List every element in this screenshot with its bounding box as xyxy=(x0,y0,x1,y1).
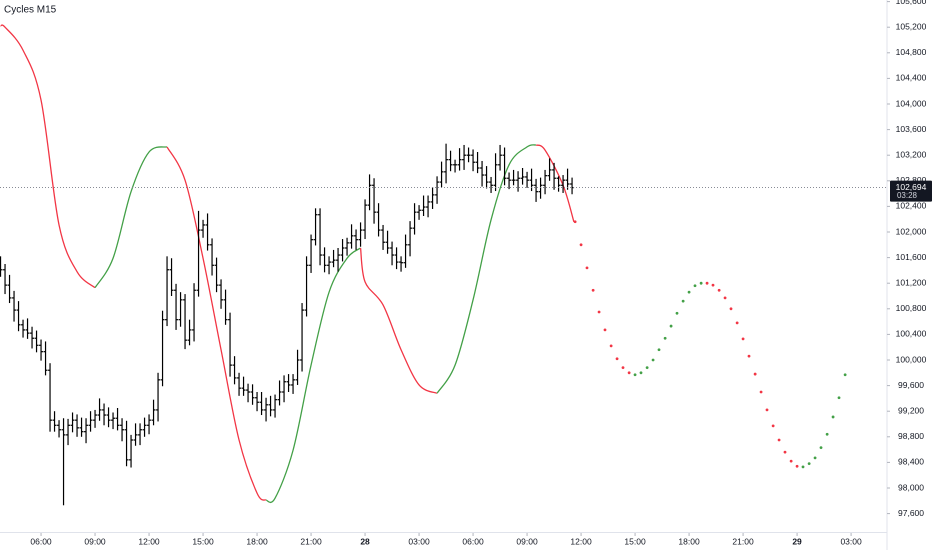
forecast-dot xyxy=(801,465,805,469)
x-tick-label: 12:00 xyxy=(138,536,160,546)
x-tick-label: 03:00 xyxy=(840,536,862,546)
forecast-dot xyxy=(603,328,607,332)
y-tick-label: 105,200 xyxy=(896,21,927,31)
forecast-dot xyxy=(591,288,595,292)
y-tick-label: 104,400 xyxy=(896,73,927,83)
forecast-dot xyxy=(579,243,583,247)
x-tick-label: 03:00 xyxy=(408,536,430,546)
forecast-dot xyxy=(681,299,685,303)
cycle-line xyxy=(359,247,438,394)
forecast-dot xyxy=(741,337,745,341)
countdown-label: 03:28 xyxy=(897,191,918,200)
cycle-line xyxy=(436,144,537,394)
y-tick-label: 100,800 xyxy=(896,303,927,313)
forecast-dot xyxy=(789,459,793,463)
forecast-dot xyxy=(687,290,691,294)
forecast-dot xyxy=(777,438,781,442)
y-tick-label: 98,800 xyxy=(898,431,924,441)
y-tick-label: 102,800 xyxy=(896,175,927,185)
forecast-dot xyxy=(609,344,613,348)
x-tick-label: 18:00 xyxy=(246,536,268,546)
forecast-dot xyxy=(621,366,625,370)
x-tick-label: 06:00 xyxy=(30,536,52,546)
y-tick-label: 100,000 xyxy=(896,354,927,364)
forecast-dot xyxy=(723,296,727,300)
cycle-line xyxy=(265,247,361,504)
forecast-dot xyxy=(729,307,733,311)
forecast-dot xyxy=(837,396,841,400)
x-tick-label: 15:00 xyxy=(624,536,646,546)
forecast-dot xyxy=(675,311,679,315)
forecast-dot xyxy=(735,321,739,325)
forecast-dot xyxy=(765,408,769,412)
forecast-dot xyxy=(783,450,787,454)
x-tick-label: 18:00 xyxy=(678,536,700,546)
forecast-dot xyxy=(651,358,655,362)
forecast-dot xyxy=(747,354,751,358)
forecast-dot xyxy=(573,220,577,224)
y-tick-label: 99,200 xyxy=(898,405,924,415)
forecast-dot xyxy=(771,424,775,428)
y-tick-label: 97,600 xyxy=(898,508,924,518)
chart-title: Cycles M15 xyxy=(4,5,57,16)
forecast-dot xyxy=(597,310,601,314)
forecast-dot xyxy=(657,348,661,352)
forecast-dot xyxy=(633,373,637,377)
forecast-dot xyxy=(825,432,829,436)
x-tick-label: 15:00 xyxy=(192,536,214,546)
forecast-dot xyxy=(615,357,619,361)
forecast-dot xyxy=(669,324,673,328)
y-tick-label: 101,200 xyxy=(896,277,927,287)
forecast-dot xyxy=(645,366,649,370)
cycle-line xyxy=(0,24,96,289)
x-tick-label: 09:00 xyxy=(516,536,538,546)
forecast-dot xyxy=(705,281,709,285)
last-price-label: 102,694 xyxy=(896,182,927,192)
cycle-line xyxy=(166,146,267,501)
last-price-box xyxy=(890,180,932,202)
forecast-dot xyxy=(831,415,835,419)
forecast-dot xyxy=(627,371,631,375)
forecast-dot xyxy=(711,283,715,287)
forecast-dot xyxy=(759,390,763,394)
x-tick-label: 06:00 xyxy=(462,536,484,546)
y-tick-label: 102,000 xyxy=(896,226,927,236)
forecast-dot xyxy=(663,336,667,340)
x-tick-label: 21:00 xyxy=(732,536,754,546)
x-tick-label: 09:00 xyxy=(84,536,106,546)
forecast-dot xyxy=(639,371,643,375)
y-tick-label: 98,400 xyxy=(898,457,924,467)
plot-area xyxy=(0,24,847,506)
forecast-dot xyxy=(585,266,589,270)
forecast-dot xyxy=(753,372,757,376)
forecast-dot xyxy=(693,284,697,288)
y-tick-label: 103,200 xyxy=(896,149,927,159)
y-tick-label: 104,000 xyxy=(896,98,927,108)
y-tick-label: 99,600 xyxy=(898,380,924,390)
x-tick-label: 29 xyxy=(792,536,802,546)
x-tick-label: 12:00 xyxy=(570,536,592,546)
forecast-dot xyxy=(807,462,811,466)
y-tick-label: 104,800 xyxy=(896,47,927,57)
x-tick-label: 21:00 xyxy=(300,536,322,546)
forecast-dot xyxy=(813,456,817,460)
forecast-dot xyxy=(843,373,847,377)
x-tick-label: 28 xyxy=(360,536,370,546)
y-tick-label: 98,000 xyxy=(898,482,924,492)
y-tick-label: 101,600 xyxy=(896,252,927,262)
forecast-dot xyxy=(819,446,823,450)
forecast-dot xyxy=(795,464,799,468)
y-tick-label: 100,400 xyxy=(896,329,927,339)
forecast-dot xyxy=(699,281,703,285)
cycle-line xyxy=(94,146,168,289)
forecast-dot xyxy=(717,288,721,292)
y-tick-label: 102,400 xyxy=(896,201,927,211)
y-tick-label: 105,600 xyxy=(896,0,927,6)
y-tick-label: 103,600 xyxy=(896,124,927,134)
